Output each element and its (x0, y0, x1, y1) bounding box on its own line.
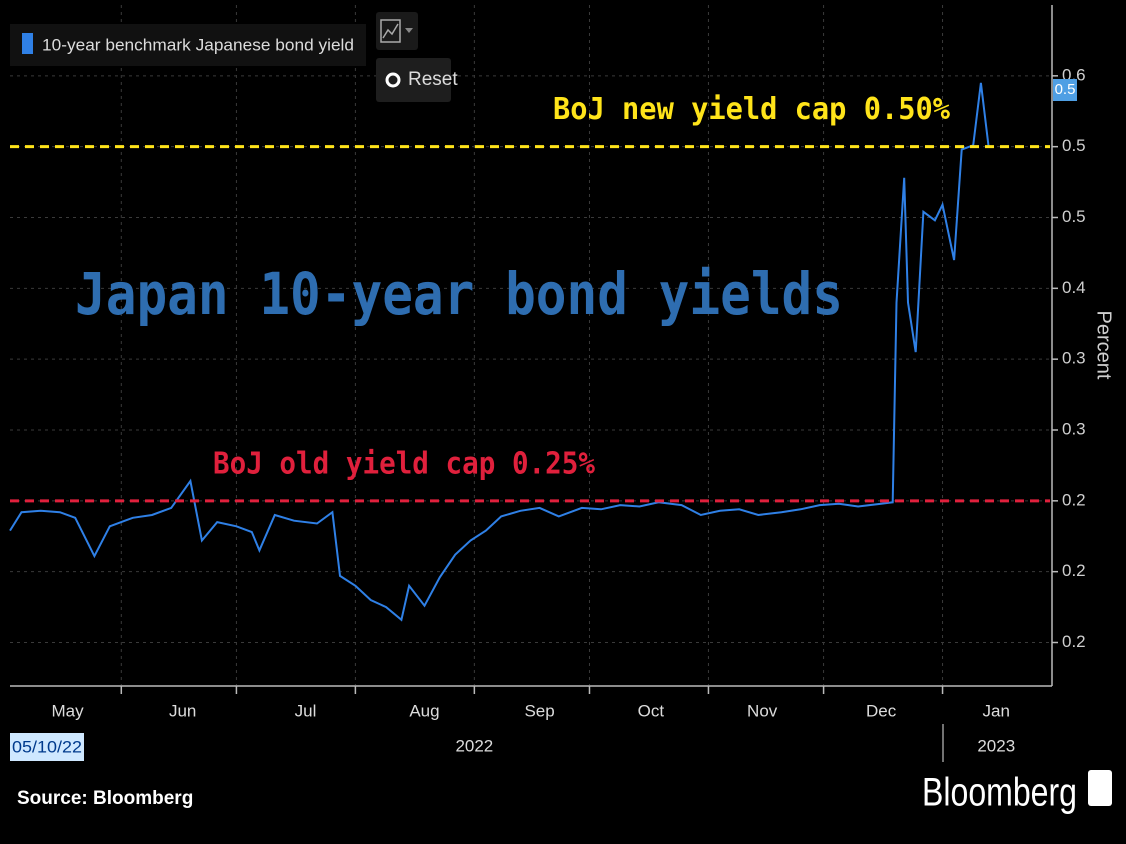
cursor-date-box (10, 733, 84, 761)
y-tick-label: 0.2 (1062, 632, 1086, 651)
last-value-label: 0.5 (1055, 81, 1076, 98)
x-tick-label: Oct (638, 701, 665, 720)
grid (10, 5, 1050, 685)
chart-type-icon[interactable] (380, 19, 401, 43)
reference-label: BoJ new yield cap 0.50% (553, 92, 950, 127)
reset-button-bg[interactable] (376, 58, 451, 102)
y-axis-label: Percent (1093, 311, 1115, 380)
cursor-date-label: 05/10/22 (12, 737, 82, 756)
y-tick-label: 0.5 (1062, 207, 1086, 226)
brand-logo: Bloomberg (922, 771, 1077, 815)
reset-icon[interactable] (385, 72, 401, 88)
x-tick-label: Sep (524, 701, 554, 720)
year-label: 2022 (455, 736, 493, 755)
chart-type-button[interactable] (376, 12, 418, 50)
reset-label[interactable]: Reset (408, 69, 458, 90)
x-tick-label: Dec (866, 701, 897, 720)
chart-type-icon-line[interactable] (382, 23, 399, 39)
overlay: Japan 10-year bond yields Percent 10-yea… (10, 5, 1115, 815)
year-label: 2023 (977, 736, 1015, 755)
y-tick-label: 0.2 (1062, 561, 1086, 580)
x-tick-label: Jul (295, 701, 317, 720)
reset-button[interactable]: Reset (376, 58, 458, 102)
reference-label: BoJ old yield cap 0.25% (213, 446, 595, 481)
x-tick-label: Jan (983, 701, 1010, 720)
chart-title: Japan 10-year bond yields (75, 260, 843, 328)
y-tick-label: 0.3 (1062, 349, 1086, 368)
brand-icon (1088, 770, 1112, 806)
last-value-box (1053, 79, 1077, 101)
x-tick-label: Nov (747, 701, 778, 720)
dropdown-arrow[interactable] (405, 28, 413, 33)
y-tick-label: 0.4 (1062, 278, 1086, 297)
series-line (9, 82, 990, 622)
y-tick-label: 0.3 (1062, 419, 1086, 438)
legend-box (10, 24, 366, 66)
x-tick-label: Jun (169, 701, 196, 720)
x-tick-label: May (52, 701, 85, 720)
plot (9, 82, 990, 622)
y-tick-label: 0.5 (1062, 136, 1086, 155)
legend-label: 10-year benchmark Japanese bond yield (42, 35, 354, 54)
y-tick-label: 0.2 (1062, 490, 1086, 509)
legend-swatch (22, 33, 33, 54)
chart-type-button-bg[interactable] (376, 12, 418, 50)
source-note: Source: Bloomberg (17, 788, 193, 809)
x-tick-label: Aug (409, 701, 439, 720)
